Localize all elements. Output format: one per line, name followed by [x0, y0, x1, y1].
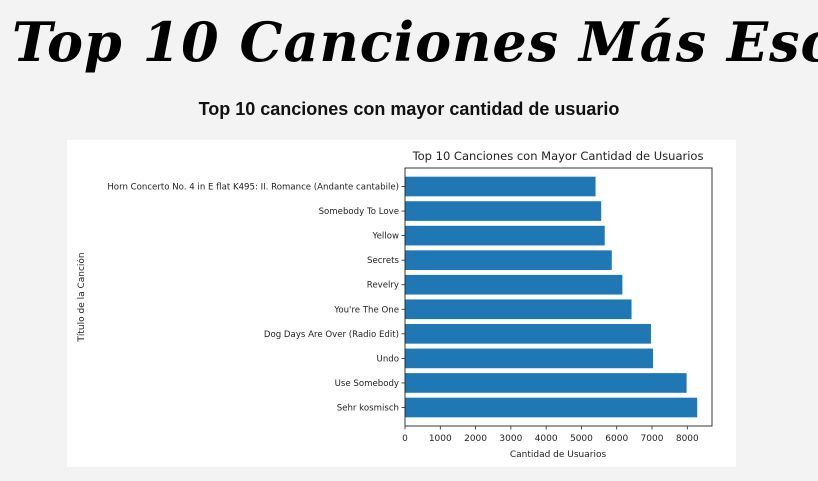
bar: [405, 176, 596, 197]
y-tick-label: Undo: [377, 354, 399, 364]
y-tick-label: Secrets: [367, 256, 399, 266]
y-tick-label: You're The One: [333, 305, 399, 315]
x-tick-label: 2000: [464, 434, 487, 444]
bar: [405, 250, 612, 270]
plot-frame: [404, 167, 713, 427]
bar-chart: Top 10 Canciones con Mayor Cantidad de U…: [76, 149, 713, 460]
chart-panel: Top 10 Canciones con Mayor Cantidad de U…: [67, 140, 736, 467]
banner-title: Top 10 Canciones Más Escuchadas: [12, 10, 818, 74]
y-tick-label: Use Somebody: [335, 379, 399, 389]
x-tick-label: 7000: [641, 434, 664, 444]
bar: [405, 274, 623, 295]
x-tick-label: 6000: [605, 434, 628, 444]
y-axis-label: Título de la Canción: [76, 252, 87, 342]
chart-title: Top 10 Canciones con Mayor Cantidad de U…: [412, 149, 704, 163]
y-tick-label: Revelry: [367, 281, 399, 291]
y-tick-label: Horn Concerto No. 4 in E flat K495: II. …: [107, 183, 399, 193]
x-tick-label: 0: [402, 434, 408, 444]
x-tick-label: 8000: [676, 434, 699, 444]
y-tick-label: Yellow: [372, 232, 399, 242]
bar: [405, 348, 654, 369]
x-tick-label: 3000: [499, 434, 522, 444]
bar: [405, 373, 687, 393]
y-tick-label: Sehr kosmisch: [337, 404, 399, 414]
bar: [405, 324, 651, 344]
bar: [405, 225, 605, 246]
y-tick-label: Dog Days Are Over (Radio Edit): [264, 330, 399, 340]
x-tick-label: 4000: [535, 434, 558, 444]
y-tick-label: Somebody To Love: [319, 207, 399, 217]
x-tick-label: 5000: [570, 434, 593, 444]
page-subtitle: Top 10 canciones con mayor cantidad de u…: [198, 99, 620, 119]
bar: [405, 397, 698, 418]
x-tick-label: 1000: [429, 434, 452, 444]
x-axis-label: Cantidad de Usuarios: [510, 450, 607, 460]
bar: [405, 299, 632, 320]
bar: [405, 201, 602, 221]
